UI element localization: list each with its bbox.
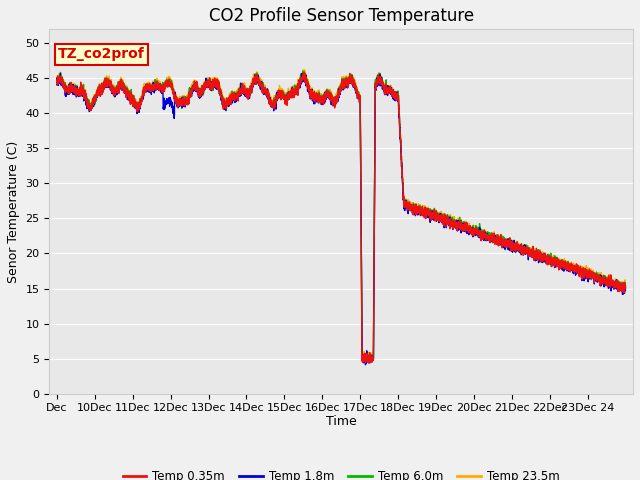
X-axis label: Time: Time <box>326 415 356 428</box>
Legend: Temp 0.35m, Temp 1.8m, Temp 6.0m, Temp 23.5m: Temp 0.35m, Temp 1.8m, Temp 6.0m, Temp 2… <box>118 465 564 480</box>
Title: CO2 Profile Sensor Temperature: CO2 Profile Sensor Temperature <box>209 7 474 25</box>
Y-axis label: Senor Temperature (C): Senor Temperature (C) <box>7 140 20 283</box>
Text: TZ_co2prof: TZ_co2prof <box>58 48 145 61</box>
